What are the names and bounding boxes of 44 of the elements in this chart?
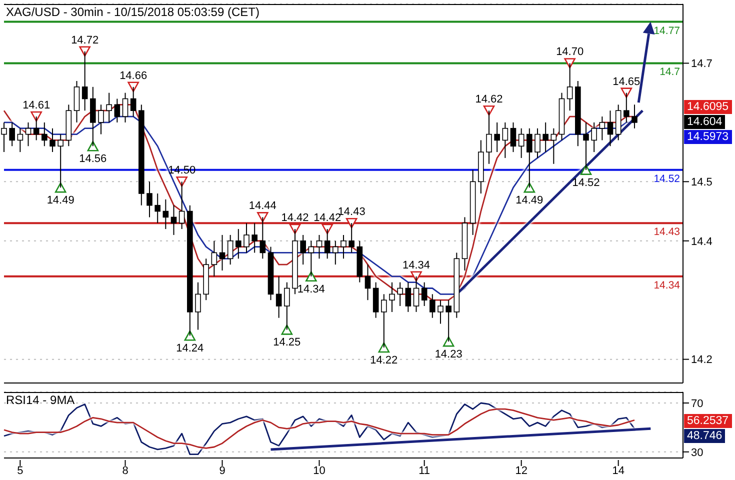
data-label: 14.23 — [434, 348, 462, 361]
x-tick-label: 5 — [17, 465, 24, 477]
data-label: 14.65 — [612, 76, 640, 88]
ref-line-label: 14.77 — [654, 24, 680, 37]
text: 14.604 — [684, 115, 726, 130]
y-tick-label: 14.4 — [691, 236, 712, 248]
data-label: 14.25 — [273, 336, 301, 349]
x-tick-label: 14 — [612, 465, 624, 477]
data-label: 14.24 — [176, 342, 204, 355]
data-label: 14.66 — [120, 70, 148, 82]
data-label: 14.42 — [281, 212, 309, 224]
x-tick-label: 12 — [515, 465, 528, 477]
data-label: 14.34 — [297, 283, 325, 296]
data-label: 14.52 — [572, 176, 600, 189]
data-label: 14.42 — [314, 212, 342, 224]
y-tick-label: 14.2 — [691, 354, 712, 366]
data-label: 14.44 — [248, 200, 276, 212]
ref-line-label: 14.43 — [654, 226, 680, 238]
data-label: 14.62 — [475, 94, 503, 106]
y-tick-label: 14.5 — [691, 176, 712, 189]
ref-line-label: 14.34 — [654, 279, 680, 292]
data-label: 14.34 — [402, 259, 430, 272]
data-label: 14.49 — [46, 194, 74, 207]
data-label: 14.61 — [22, 100, 50, 112]
x-tick-label: 8 — [122, 465, 128, 477]
text: 14.5973 — [684, 130, 732, 144]
ref-line-label: 14.52 — [654, 172, 680, 185]
y-tick-label: 70 — [691, 398, 704, 410]
x-tick-label: 10 — [313, 465, 326, 477]
chart-title: XAG/USD - 30min - 10/15/2018 05:03:59 (CET) — [6, 5, 260, 19]
data-label: 14.70 — [556, 46, 584, 58]
text: 48.746 — [684, 429, 726, 444]
data-label: 14.49 — [516, 194, 544, 207]
x-tick-label: 9 — [219, 465, 226, 477]
text: 56.2537 — [684, 414, 732, 428]
text: 14.6095 — [684, 100, 732, 114]
data-label: 14.72 — [71, 34, 99, 46]
data-label: 14.22 — [370, 354, 398, 366]
y-tick-label: 14.7 — [691, 58, 712, 70]
x-tick-label: 11 — [418, 465, 430, 477]
data-label: 14.56 — [79, 153, 107, 166]
y-tick-label: 30 — [691, 446, 704, 459]
chart-title: RSI14 - 9MA — [6, 393, 75, 407]
ref-line-label: 14.7 — [660, 66, 680, 78]
